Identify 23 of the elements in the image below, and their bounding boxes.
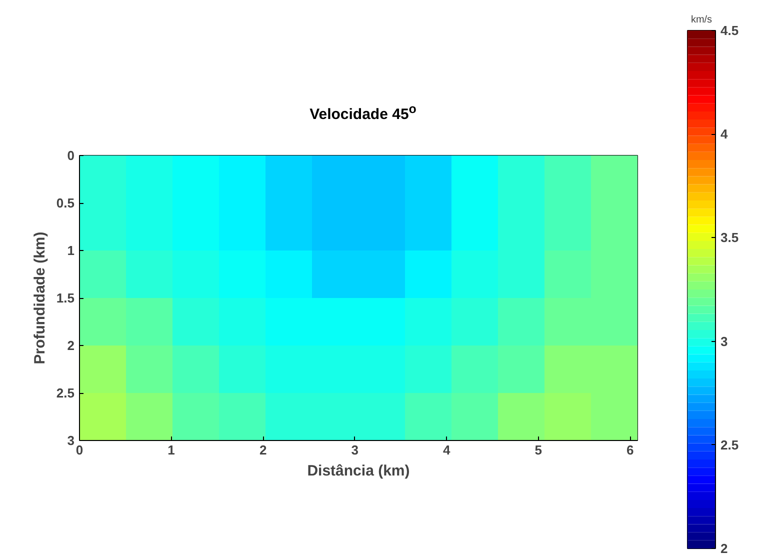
y-tick-label: 0	[67, 148, 75, 163]
x-tick-label: 6	[626, 442, 634, 458]
color-bar-label: 2.5	[720, 437, 739, 452]
color-bar-title: km/s	[690, 14, 712, 26]
x-tick-label: 4	[442, 442, 451, 458]
color-bar-label: 3	[720, 334, 728, 349]
color-bar-label: 2	[720, 541, 728, 556]
y-axis-title: Profundidade (km)	[31, 232, 48, 364]
y-tick-label: 0.5	[56, 196, 75, 210]
x-axis-title: Distância (km)	[307, 462, 410, 480]
color-bar-label: 4.5	[720, 23, 739, 38]
x-tick-label: 5	[534, 442, 542, 458]
y-tick-label: 1	[67, 243, 75, 258]
x-tick-label: 2	[259, 442, 267, 458]
chart-title: Velocidade 45$^{o}$	[310, 101, 416, 125]
y-tick-label: 3	[67, 433, 75, 448]
y-tick-label: 1.5	[56, 290, 75, 306]
y-tick-label: 2.5	[56, 386, 75, 400]
color-bar-label: 4	[720, 126, 728, 142]
y-tick-label: 2	[67, 338, 75, 353]
color-bar-label: 3.5	[720, 230, 739, 246]
x-tick-label: 3	[351, 442, 358, 458]
x-tick-label: 1	[168, 442, 175, 458]
